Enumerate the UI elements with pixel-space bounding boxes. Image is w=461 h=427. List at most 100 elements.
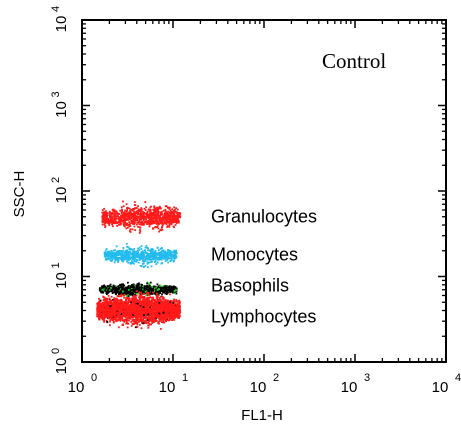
event-dot	[157, 222, 160, 225]
event-dot	[166, 309, 169, 312]
event-dot	[139, 265, 142, 267]
event-dot	[146, 286, 149, 289]
event-dot	[114, 303, 117, 306]
event-dot	[103, 289, 105, 292]
event-dot	[131, 305, 134, 308]
event-dot	[125, 219, 128, 221]
event-dot	[138, 215, 141, 218]
event-dot	[140, 302, 143, 304]
event-dot	[156, 283, 159, 286]
event-dot	[123, 219, 125, 222]
event-dot	[175, 310, 177, 312]
event-dot	[138, 220, 141, 223]
event-dot	[106, 309, 108, 312]
event-dot	[133, 219, 136, 221]
event-dot	[118, 286, 121, 289]
event-dot	[128, 319, 130, 322]
event-dot	[167, 290, 170, 293]
event-dot	[164, 208, 167, 211]
event-dot	[158, 303, 161, 305]
event-dot	[161, 304, 163, 306]
event-dot	[122, 255, 124, 258]
event-dot	[136, 309, 139, 312]
event-dot	[153, 216, 156, 219]
event-dot	[132, 252, 135, 254]
event-dot	[151, 292, 153, 294]
event-dot	[109, 311, 112, 314]
event-dot	[131, 322, 134, 325]
event-dot	[130, 293, 132, 296]
event-dot	[120, 219, 123, 222]
event-dot	[142, 216, 144, 218]
event-dot	[152, 310, 155, 313]
event-dot	[109, 253, 112, 256]
event-dot	[119, 299, 122, 301]
event-dot	[162, 223, 164, 226]
event-dot	[137, 215, 139, 218]
event-dot	[104, 249, 107, 252]
event-dot	[152, 216, 154, 219]
event-dot	[118, 251, 121, 254]
event-dot	[147, 301, 149, 304]
event-dot	[169, 310, 172, 313]
event-dot	[167, 212, 170, 215]
event-dot	[172, 316, 175, 318]
event-dot	[139, 230, 142, 233]
event-dot	[150, 318, 153, 321]
event-dot	[106, 315, 109, 317]
event-dot	[100, 291, 102, 294]
event-dot	[169, 315, 172, 317]
event-dot	[114, 317, 117, 320]
population-cluster-granulocytes	[101, 200, 182, 234]
event-dot	[102, 219, 105, 222]
event-dot	[126, 217, 129, 220]
event-dot	[145, 319, 148, 321]
event-dot	[172, 254, 174, 256]
event-dot	[151, 252, 153, 254]
event-dot	[164, 287, 167, 290]
event-dot	[142, 307, 145, 310]
event-dot	[169, 251, 171, 254]
event-dot	[119, 219, 122, 222]
event-dot	[121, 214, 124, 216]
event-dot	[167, 307, 170, 310]
event-dot	[106, 299, 109, 302]
event-dot	[109, 316, 112, 318]
event-dot	[153, 285, 156, 288]
event-dot	[151, 250, 153, 252]
event-dot	[178, 302, 180, 305]
event-dot	[172, 303, 175, 306]
event-dot	[103, 221, 106, 224]
event-dot	[147, 289, 149, 291]
event-dot	[147, 319, 149, 321]
event-dot	[119, 253, 122, 255]
event-dot	[160, 314, 162, 317]
event-dot	[159, 311, 162, 314]
event-dot	[118, 293, 120, 295]
event-dot	[131, 209, 134, 212]
event-dot	[127, 299, 130, 302]
event-dot	[157, 220, 160, 223]
event-dot	[125, 256, 127, 258]
event-dot	[103, 216, 106, 218]
event-dot	[120, 214, 122, 217]
event-dot	[108, 284, 111, 287]
event-dot	[160, 251, 162, 253]
event-dot	[170, 285, 173, 288]
event-dot	[143, 207, 146, 210]
event-dot	[100, 287, 103, 290]
event-dot	[133, 320, 136, 323]
event-dot	[128, 300, 130, 303]
event-dot	[157, 314, 160, 316]
event-dot	[135, 217, 138, 220]
event-dot	[152, 228, 155, 230]
event-dot	[127, 215, 130, 218]
event-dot	[125, 299, 127, 302]
event-dot	[139, 306, 142, 309]
event-dot	[126, 290, 129, 293]
event-dot	[174, 257, 177, 259]
event-dot	[158, 289, 161, 291]
event-dot	[163, 287, 166, 289]
event-dot	[114, 287, 116, 290]
event-dot	[156, 217, 159, 220]
